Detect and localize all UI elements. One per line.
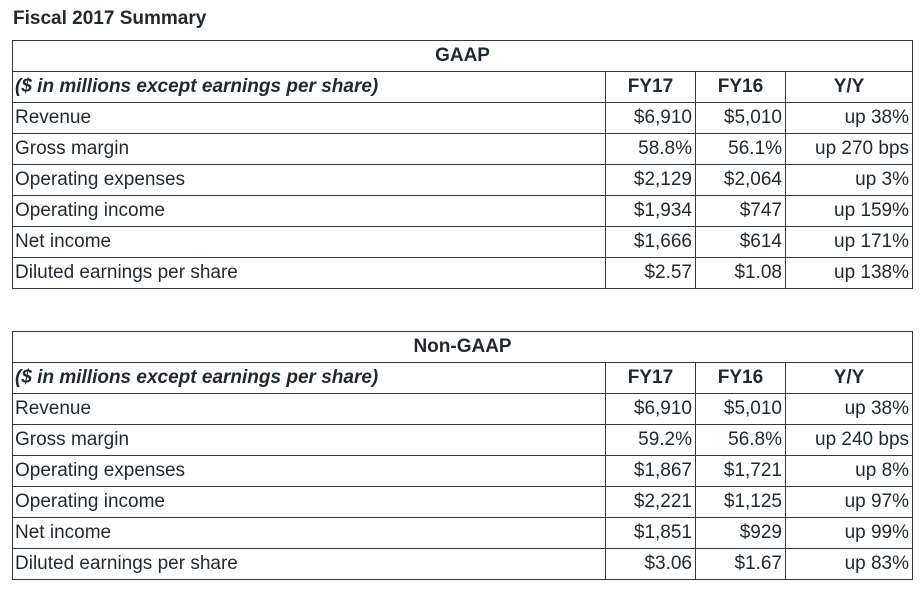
cell-fy16: $2,064 bbox=[695, 164, 786, 196]
cell-fy16: $747 bbox=[695, 195, 786, 227]
cell-fy17: $3.06 bbox=[605, 548, 696, 580]
column-header-fy17: FY17 bbox=[605, 71, 696, 103]
cell-fy17: $2.57 bbox=[605, 257, 696, 289]
row-label: Operating expenses bbox=[12, 164, 606, 196]
cell-yy: up 159% bbox=[784, 195, 914, 227]
table-row: Diluted earnings per share $2.57 $1.08 u… bbox=[12, 257, 914, 289]
cell-fy16: 56.8% bbox=[695, 424, 786, 456]
cell-fy17: $2,221 bbox=[605, 486, 696, 518]
row-label: Diluted earnings per share bbox=[12, 257, 606, 289]
page-title: Fiscal 2017 Summary bbox=[13, 8, 207, 29]
row-label: Revenue bbox=[12, 102, 606, 134]
cell-fy16: $1,125 bbox=[695, 486, 786, 518]
row-label: Operating expenses bbox=[12, 455, 606, 487]
cell-fy16: $1.08 bbox=[695, 257, 786, 289]
cell-yy: up 38% bbox=[784, 393, 914, 425]
table-title-row: Non-GAAP bbox=[11, 331, 914, 363]
cell-yy: up 97% bbox=[784, 486, 914, 518]
row-label: Net income bbox=[12, 226, 606, 258]
cell-fy17: $1,934 bbox=[605, 195, 696, 227]
cell-fy16: $5,010 bbox=[695, 393, 786, 425]
table-row: Net income $1,851 $929 up 99% bbox=[12, 517, 914, 549]
cell-fy16: 56.1% bbox=[695, 133, 786, 165]
row-label: Operating income bbox=[12, 195, 606, 227]
table-title: Non-GAAP bbox=[11, 331, 914, 363]
table-row: Operating expenses $2,129 $2,064 up 3% bbox=[12, 164, 914, 196]
table-title-row: GAAP bbox=[11, 40, 914, 72]
table-row: Operating expenses $1,867 $1,721 up 8% bbox=[12, 455, 914, 487]
row-label: Net income bbox=[12, 517, 606, 549]
cell-yy: up 83% bbox=[784, 548, 914, 580]
column-header-fy17: FY17 bbox=[605, 362, 696, 394]
table-row: Revenue $6,910 $5,010 up 38% bbox=[12, 102, 914, 134]
row-label: Revenue bbox=[12, 393, 606, 425]
cell-yy: up 171% bbox=[784, 226, 914, 258]
row-label: Gross margin bbox=[12, 424, 606, 456]
units-label: ($ in millions except earnings per share… bbox=[12, 362, 606, 394]
cell-yy: up 240 bps bbox=[784, 424, 914, 456]
cell-fy17: 58.8% bbox=[605, 133, 696, 165]
column-header-yy: Y/Y bbox=[784, 362, 914, 394]
cell-fy17: $6,910 bbox=[605, 393, 696, 425]
column-header-yy: Y/Y bbox=[784, 71, 914, 103]
column-header-fy16: FY16 bbox=[695, 362, 786, 394]
cell-fy17: $1,851 bbox=[605, 517, 696, 549]
table-row: Gross margin 59.2% 56.8% up 240 bps bbox=[12, 424, 914, 456]
cell-fy17: $1,867 bbox=[605, 455, 696, 487]
units-label: ($ in millions except earnings per share… bbox=[12, 71, 606, 103]
table-row: Gross margin 58.8% 56.1% up 270 bps bbox=[12, 133, 914, 165]
cell-fy16: $614 bbox=[695, 226, 786, 258]
cell-yy: up 8% bbox=[784, 455, 914, 487]
row-label: Gross margin bbox=[12, 133, 606, 165]
row-label: Diluted earnings per share bbox=[12, 548, 606, 580]
header-row: ($ in millions except earnings per share… bbox=[12, 362, 914, 394]
cell-fy17: 59.2% bbox=[605, 424, 696, 456]
table-row: Net income $1,666 $614 up 171% bbox=[12, 226, 914, 258]
cell-yy: up 38% bbox=[784, 102, 914, 134]
non-gaap-summary-table: Non-GAAP ($ in millions except earnings … bbox=[11, 331, 914, 580]
cell-yy: up 3% bbox=[784, 164, 914, 196]
table-row: Operating income $2,221 $1,125 up 97% bbox=[12, 486, 914, 518]
cell-fy17: $2,129 bbox=[605, 164, 696, 196]
cell-fy16: $929 bbox=[695, 517, 786, 549]
cell-fy16: $1,721 bbox=[695, 455, 786, 487]
cell-fy17: $1,666 bbox=[605, 226, 696, 258]
table-row: Revenue $6,910 $5,010 up 38% bbox=[12, 393, 914, 425]
cell-yy: up 138% bbox=[784, 257, 914, 289]
cell-yy: up 270 bps bbox=[784, 133, 914, 165]
table-row: Diluted earnings per share $3.06 $1.67 u… bbox=[12, 548, 914, 580]
table-row: Operating income $1,934 $747 up 159% bbox=[12, 195, 914, 227]
cell-fy16: $1.67 bbox=[695, 548, 786, 580]
column-header-fy16: FY16 bbox=[695, 71, 786, 103]
cell-fy17: $6,910 bbox=[605, 102, 696, 134]
cell-yy: up 99% bbox=[784, 517, 914, 549]
cell-fy16: $5,010 bbox=[695, 102, 786, 134]
row-label: Operating income bbox=[12, 486, 606, 518]
table-title: GAAP bbox=[11, 40, 914, 72]
gaap-summary-table: GAAP ($ in millions except earnings per … bbox=[11, 40, 914, 289]
header-row: ($ in millions except earnings per share… bbox=[12, 71, 914, 103]
